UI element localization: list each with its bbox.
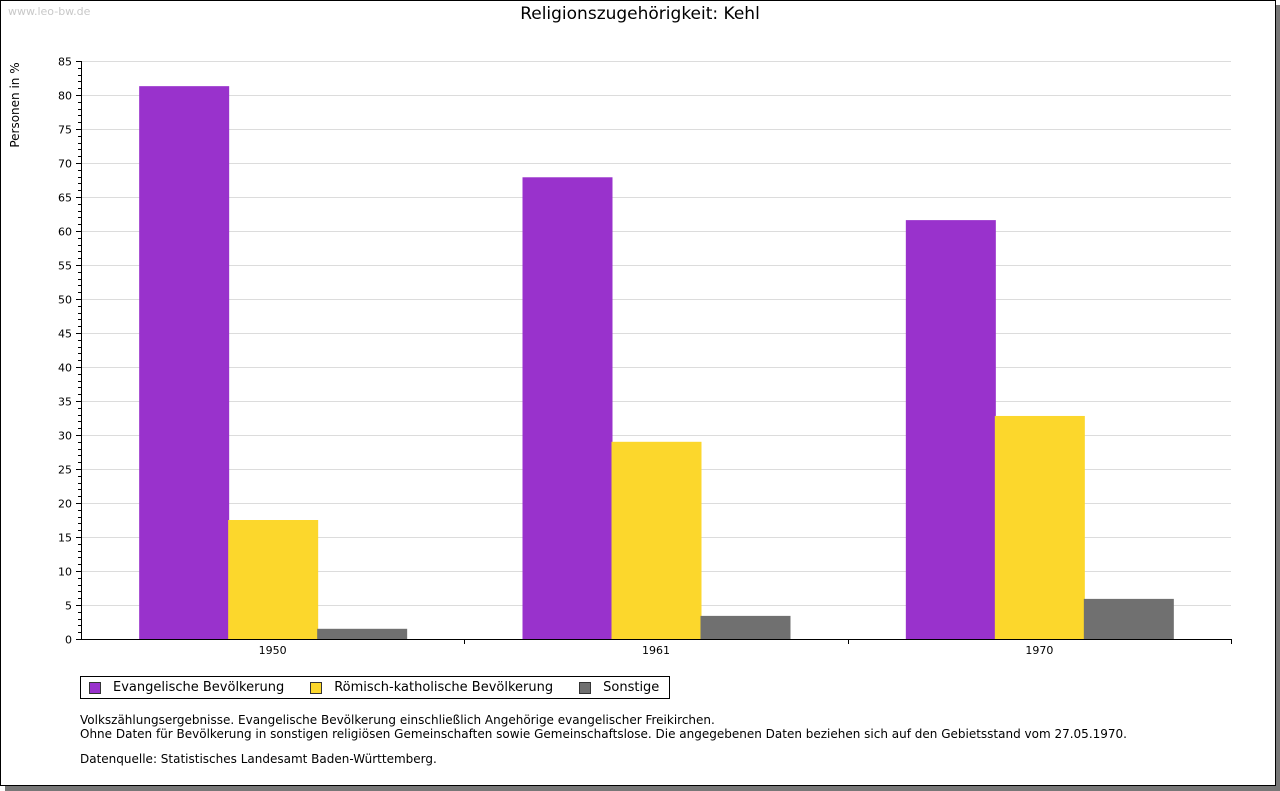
y-tick-label: 45 [58,328,72,341]
bar-1961-1 [611,441,702,639]
bar-1950-0 [139,86,230,639]
x-tick-label: 1970 [1025,644,1053,657]
y-tick-label: 35 [58,396,72,409]
y-tick-label: 25 [58,464,72,477]
y-tick-label: 10 [58,566,72,579]
y-tick-label: 70 [58,158,72,171]
y-tick-label: 15 [58,532,72,545]
legend-label: Römisch-katholische Bevölkerung [334,680,554,695]
y-tick-label: 85 [58,56,72,69]
y-tick-label: 55 [58,260,72,273]
legend-item-sonstige: Sonstige [579,680,659,695]
y-tick-label: 0 [65,634,72,647]
y-tick-label: 65 [58,192,72,205]
legend-item-katholisch: Römisch-katholische Bevölkerung [310,680,553,695]
y-tick-label: 50 [58,294,72,307]
y-tick-label: 40 [58,362,72,375]
bar-1961-2 [700,615,791,639]
y-tick-label: 75 [58,124,72,137]
bar-1970-0 [905,220,996,639]
y-tick-label: 80 [58,90,72,103]
legend-label: Sonstige [603,680,660,695]
legend: Evangelische Bevölkerung Römisch-katholi… [80,676,671,699]
bar-1950-1 [228,520,319,639]
y-tick-label: 5 [65,600,72,613]
legend-swatch [579,681,592,694]
watermark: www.leo-bw.de [8,5,91,18]
bar-1970-1 [994,415,1085,639]
legend-label: Evangelische Bevölkerung [113,680,285,695]
data-source: Datenquelle: Statistisches Landesamt Bad… [80,752,437,766]
bar-1950-2 [317,628,408,639]
y-tick-label: 30 [58,430,72,443]
bar-1961-0 [522,177,613,639]
footnotes: Volkszählungsergebnisse. Evangelische Be… [80,713,1127,741]
chart-title: Religionszugehörigkeit: Kehl [520,4,760,24]
y-tick-label: 60 [58,226,72,239]
legend-swatch [310,681,323,694]
x-tick-label: 1961 [642,644,670,657]
y-tick-label: 20 [58,498,72,511]
bar-1970-2 [1083,598,1174,639]
legend-swatch [89,681,101,694]
legend-item-evangelisch: Evangelische Bevölkerung [89,680,284,695]
footnote-line: Ohne Daten für Bevölkerung in sonstigen … [80,727,1127,741]
footnote-line: Volkszählungsergebnisse. Evangelische Be… [80,713,715,727]
x-tick-label: 1950 [259,644,287,657]
